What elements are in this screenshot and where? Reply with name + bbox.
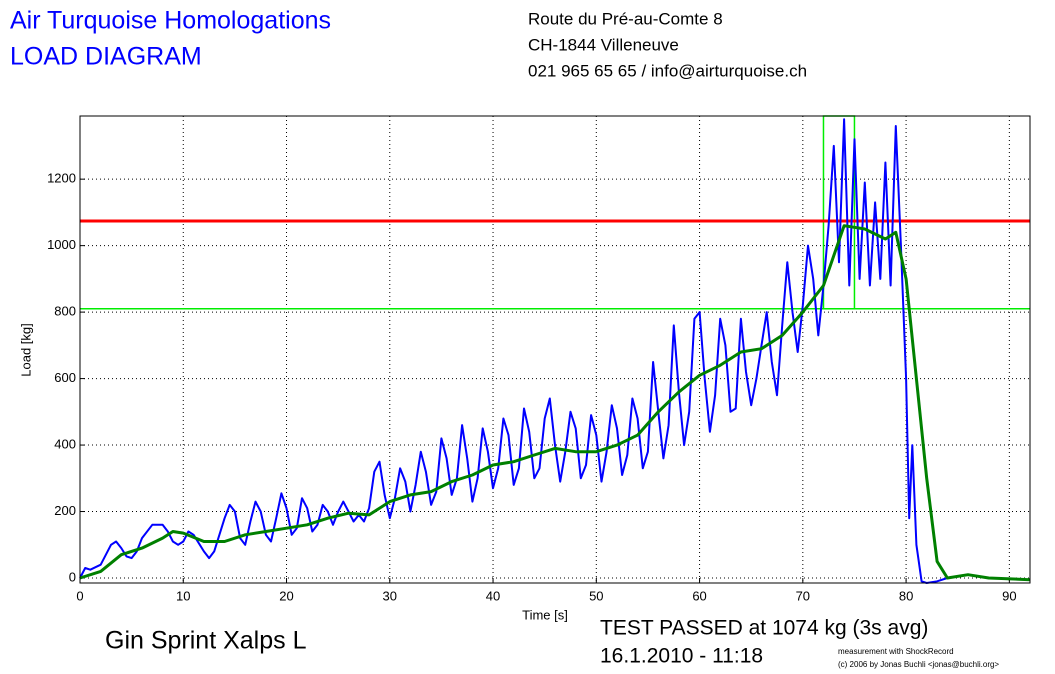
x-tick-label: 60 xyxy=(692,588,706,603)
result: TEST PASSED at 1074 kg (3s avg) xyxy=(600,617,928,640)
x-tick-label: 0 xyxy=(76,588,83,603)
y-axis-label: Load [kg] xyxy=(18,323,33,377)
title: LOAD DIAGRAM xyxy=(10,43,202,71)
y-tick-label: 1200 xyxy=(47,171,76,186)
y-tick-label: 0 xyxy=(69,569,76,584)
x-tick-label: 20 xyxy=(279,588,293,603)
credit: measurement with ShockRecord xyxy=(838,647,954,656)
date: 16.1.2010 - 11:18 xyxy=(600,645,763,668)
y-tick-label: 600 xyxy=(54,370,76,385)
x-tick-label: 30 xyxy=(383,588,397,603)
plot-frame xyxy=(79,115,1031,584)
y-tick-label: 400 xyxy=(54,436,76,451)
x-tick-label: 10 xyxy=(176,588,190,603)
x-tick-label: 80 xyxy=(899,588,913,603)
credit: (c) 2006 by Jonas Buchli <jonas@buchli.o… xyxy=(838,660,999,669)
x-tick-label: 70 xyxy=(796,588,810,603)
x-tick-label: 90 xyxy=(1002,588,1016,603)
title: Air Turquoise Homologations xyxy=(10,7,331,35)
series-line xyxy=(79,118,1031,584)
y-tick-label: 800 xyxy=(54,304,76,319)
y-tick-label: 1000 xyxy=(47,237,76,252)
address: 021 965 65 65 / info@airturquoise.ch xyxy=(528,61,807,80)
address: Route du Pré-au-Comte 8 xyxy=(528,9,723,28)
y-tick-label: 200 xyxy=(54,503,76,518)
series-line xyxy=(79,224,1031,582)
address: CH-1844 Villeneuve xyxy=(528,35,679,54)
x-tick-label: 40 xyxy=(486,588,500,603)
x-axis-label: Time [s] xyxy=(522,607,568,622)
x-tick-label: 50 xyxy=(589,588,603,603)
plot-area xyxy=(80,116,1030,583)
glider: Gin Sprint Xalps L xyxy=(105,627,307,655)
